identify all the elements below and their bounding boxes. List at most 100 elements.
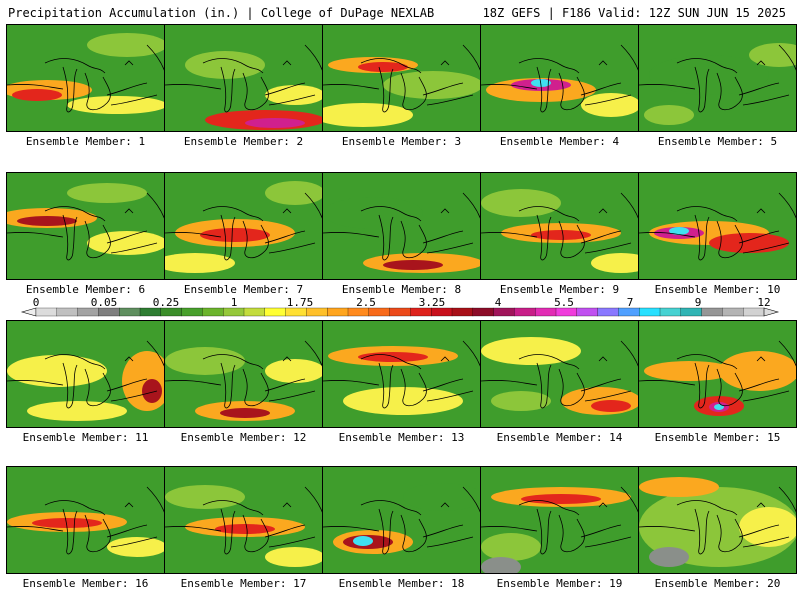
geographic-outline-2 [84,514,111,553]
ensemble-member-map-9 [480,172,639,280]
precip-contour-0 [649,55,769,95]
geographic-outline-1 [378,362,394,409]
precip-contour-0 [644,361,734,381]
geographic-outline-4 [742,536,790,548]
geographic-outline-7 [304,44,322,71]
geographic-outline-2 [400,72,427,111]
scale-swatch [119,307,141,317]
scale-tick-label: 4 [495,296,502,309]
geographic-outline-7 [778,44,796,71]
geographic-outline-3 [422,230,464,244]
geographic-outline-6 [323,380,380,386]
ensemble-member-label: Ensemble Member: 18 [338,577,465,590]
geographic-outline-5 [598,60,608,66]
geographic-outline-7 [146,44,164,71]
geographic-outline-2 [558,72,585,111]
geographic-outline-6 [481,526,538,532]
precip-field-13 [323,321,480,427]
precip-field-11 [7,321,164,427]
scale-tick-label: 0.05 [91,296,118,309]
geographic-outline-3 [264,524,306,538]
geographic-outline-2 [242,220,269,259]
geographic-outline-0 [202,500,264,516]
scale-swatch [368,307,391,317]
geographic-outline-5 [440,208,450,214]
scale-swatch [181,307,203,317]
geographic-outline-5 [282,502,292,508]
scale-swatch [680,307,703,317]
scale-swatch [431,307,453,317]
geographic-outline-0 [360,58,422,74]
precip-field-18 [323,467,480,573]
geographic-outline-7 [304,192,322,219]
geographic-outline-7 [146,192,164,219]
geographic-outline-5 [124,60,134,66]
precip-contour-1 [220,408,270,418]
geographic-outline-1 [220,508,236,555]
scale-swatch [243,307,266,317]
geographic-outline-0 [202,206,264,222]
precip-contour-3 [491,391,551,411]
geographic-outline-2 [400,220,427,259]
precip-contour-1 [17,216,77,226]
scale-swatch [202,307,224,317]
ensemble-member-label: Ensemble Member: 5 [657,135,778,148]
ensemble-member-map-15 [638,320,797,428]
geographic-outline-1 [694,362,710,409]
precip-contour-2 [265,181,322,205]
precip-contour-3 [481,557,521,573]
ensemble-member-label: Ensemble Member: 3 [341,135,462,148]
precip-contour-1 [215,524,275,534]
precip-contour-0 [481,337,581,365]
precip-contour-2 [165,485,245,509]
precip-contour-3 [87,33,164,57]
geographic-outline-1 [536,508,552,555]
scale-swatch [493,307,515,317]
geographic-outline-1 [694,508,710,555]
ensemble-member-map-12 [164,320,323,428]
precip-field-3 [323,25,480,131]
geographic-outline-5 [440,356,450,362]
geographic-outline-1 [536,362,552,409]
geographic-outline-3 [422,378,464,392]
scale-min-arrow [20,307,37,317]
scale-swatch [514,307,536,317]
geographic-outline-3 [264,230,306,244]
precip-contour-3 [581,93,638,117]
scale-swatch [389,307,411,317]
geographic-outline-0 [44,58,106,74]
ensemble-member-label: Ensemble Member: 13 [338,431,465,444]
precip-contour-1 [739,507,796,547]
geographic-outline-7 [462,340,480,367]
scale-swatch [722,307,744,317]
precip-contour-3 [403,483,480,511]
geographic-outline-4 [742,242,790,254]
geographic-outline-5 [124,208,134,214]
geographic-outline-2 [400,368,427,407]
geographic-outline-6 [481,232,538,238]
run-valid-time: 18Z GEFS | F186 Valid: 12Z SUN JUN 15 20… [482,6,786,20]
geographic-outline-0 [676,354,738,370]
scale-tick-label: 1.75 [287,296,314,309]
scale-tick-label: 2.5 [356,296,376,309]
precip-field-14 [481,321,638,427]
scale-tick-label: 0 [33,296,40,309]
geographic-outline-1 [220,66,236,113]
geographic-outline-7 [778,340,796,367]
geographic-outline-0 [676,500,738,516]
ensemble-member-label: Ensemble Member: 12 [180,431,307,444]
geographic-outline-2 [716,514,743,553]
geographic-outline-5 [124,502,134,508]
geographic-outline-4 [584,390,632,402]
geographic-outline-4 [268,242,316,254]
ensemble-member-label: Ensemble Member: 19 [496,577,623,590]
ensemble-member-label: Ensemble Member: 16 [22,577,149,590]
geographic-outline-6 [165,380,222,386]
scale-swatch [160,307,183,317]
geographic-outline-4 [268,94,316,106]
ensemble-member-label: Ensemble Member: 7 [183,283,304,296]
geographic-outline-4 [110,94,158,106]
geographic-outline-0 [360,206,422,222]
geographic-outline-5 [282,60,292,66]
geographic-outline-6 [639,84,696,90]
